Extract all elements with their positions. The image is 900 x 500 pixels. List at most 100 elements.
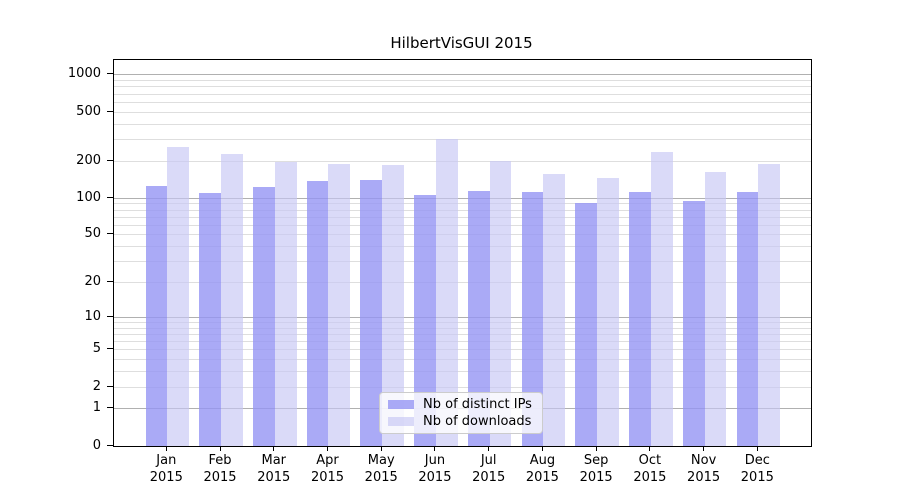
minor-gridline xyxy=(114,111,811,113)
x-tick-mark xyxy=(219,446,221,451)
minor-gridline xyxy=(114,101,811,103)
major-gridline xyxy=(114,316,811,318)
minor-gridline xyxy=(114,224,811,226)
bar-distinct-ips-apr xyxy=(306,181,329,446)
minor-gridline xyxy=(114,321,811,323)
bar-distinct-ips-may xyxy=(360,179,383,446)
x-tick-mark xyxy=(165,446,167,451)
minor-gridline xyxy=(114,282,811,283)
minor-gridline xyxy=(114,327,811,329)
bar-downloads-sep xyxy=(597,177,619,446)
year-label: 2015 xyxy=(418,469,452,485)
x-tick-mark xyxy=(380,446,382,451)
month-label: Aug xyxy=(529,453,556,468)
bar-distinct-ips-sep xyxy=(575,203,598,446)
y-tick-label: 5 xyxy=(92,341,101,357)
x-tick-label: Apr 2015 xyxy=(299,453,355,486)
x-tick-label: Jan 2015 xyxy=(138,453,194,486)
chart-title: HilbertVisGUI 2015 xyxy=(390,34,533,52)
minor-gridline xyxy=(114,261,811,263)
bar-downloads-oct xyxy=(650,151,673,446)
minor-gridline xyxy=(114,123,811,125)
x-tick-mark xyxy=(326,446,328,451)
bar-downloads-apr xyxy=(328,163,351,446)
bar-distinct-ips-nov xyxy=(682,200,705,446)
month-label: Sep xyxy=(583,453,609,468)
bar-downloads-aug xyxy=(543,174,566,446)
bar-distinct-ips-jan xyxy=(145,185,168,446)
x-tick-label: Dec 2015 xyxy=(729,453,785,486)
minor-gridline xyxy=(114,86,811,88)
y-tick-mark xyxy=(107,407,113,409)
month-label: Jun xyxy=(424,453,446,468)
legend-swatch-distinct-ips-icon xyxy=(388,400,414,409)
bar-distinct-ips-mar xyxy=(252,186,275,446)
month-label: Feb xyxy=(208,453,232,468)
x-tick-mark xyxy=(595,446,597,451)
x-tick-mark xyxy=(756,446,758,451)
month-label: Jan xyxy=(156,453,177,468)
y-tick-label: 500 xyxy=(76,103,101,119)
year-label: 2015 xyxy=(364,469,398,485)
year-label: 2015 xyxy=(525,469,559,485)
month-label: Nov xyxy=(690,453,717,468)
month-label: Oct xyxy=(638,453,662,468)
y-tick-mark xyxy=(107,348,113,350)
minor-gridline xyxy=(114,209,811,211)
bar-distinct-ips-aug xyxy=(521,191,544,446)
bar-distinct-ips-dec xyxy=(736,191,759,446)
bar-distinct-ips-feb xyxy=(199,193,222,446)
bar-downloads-jul xyxy=(489,161,512,446)
y-tick-mark xyxy=(107,385,113,387)
y-tick-mark xyxy=(107,196,113,198)
legend-item: Nb of downloads xyxy=(388,414,534,429)
x-tick-label: Sep 2015 xyxy=(568,453,624,486)
major-gridline xyxy=(114,74,811,76)
minor-gridline xyxy=(114,371,811,373)
y-tick-mark xyxy=(107,315,113,317)
y-tick-label: 50 xyxy=(84,226,101,242)
minor-gridline xyxy=(114,246,811,248)
month-label: Jul xyxy=(480,453,497,468)
x-tick-label: Feb 2015 xyxy=(192,453,248,486)
bar-downloads-jan xyxy=(167,147,190,446)
minor-gridline xyxy=(114,216,811,218)
minor-gridline xyxy=(114,234,811,236)
x-tick-mark xyxy=(649,446,651,451)
year-label: 2015 xyxy=(257,469,291,485)
year-label: 2015 xyxy=(687,469,721,485)
minor-gridline xyxy=(114,93,811,95)
legend-item: Nb of distinct IPs xyxy=(388,397,534,412)
y-tick-label: 1 xyxy=(92,400,101,416)
year-label: 2015 xyxy=(472,469,506,485)
x-tick-mark xyxy=(434,446,436,451)
x-tick-mark xyxy=(541,446,543,451)
y-tick-mark xyxy=(107,444,113,446)
x-tick-label: May 2015 xyxy=(353,453,409,486)
minor-gridline xyxy=(114,341,811,342)
month-label: May xyxy=(367,453,395,468)
year-label: 2015 xyxy=(310,469,345,485)
y-tick-label: 200 xyxy=(76,152,101,168)
bar-downloads-nov xyxy=(704,171,727,446)
month-label: Mar xyxy=(261,453,287,468)
y-tick-label: 0 xyxy=(92,437,101,453)
bar-downloads-mar xyxy=(274,161,297,446)
y-tick-label: 2 xyxy=(92,378,101,394)
minor-gridline xyxy=(114,333,811,335)
x-tick-label: Nov 2015 xyxy=(676,453,732,486)
bar-downloads-may xyxy=(382,164,405,446)
y-tick-mark xyxy=(107,159,113,161)
minor-gridline xyxy=(114,203,811,205)
year-label: 2015 xyxy=(203,469,237,485)
bar-downloads-feb xyxy=(221,154,243,446)
x-tick-label: Mar 2015 xyxy=(246,453,302,486)
y-tick-mark xyxy=(107,73,113,75)
y-tick-label: 1000 xyxy=(67,66,101,82)
minor-gridline xyxy=(114,160,811,162)
x-tick-mark xyxy=(488,446,490,451)
bar-downloads-dec xyxy=(758,163,781,446)
y-tick-mark xyxy=(107,281,113,282)
x-tick-label: Jun 2015 xyxy=(407,453,463,486)
